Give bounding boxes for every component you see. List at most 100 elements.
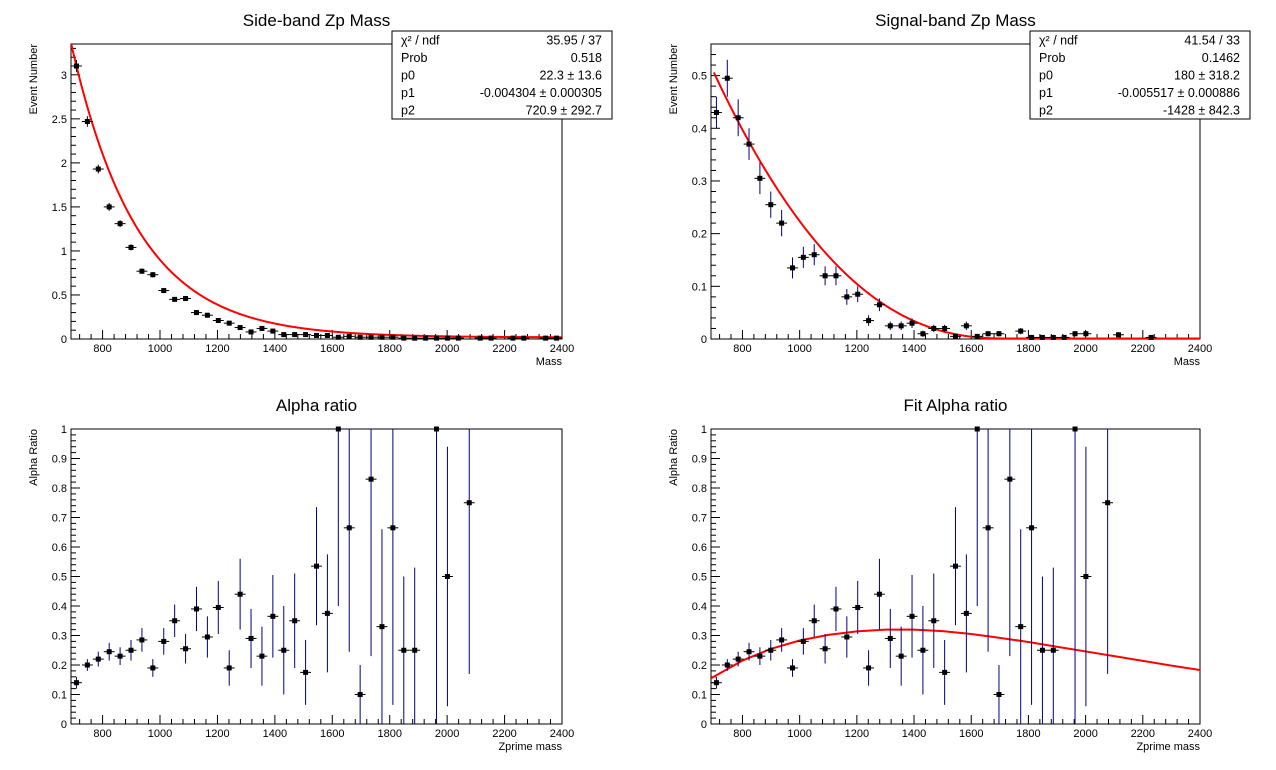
x-tick-label: 1400 [263,343,287,355]
point-marker [314,563,319,569]
data-point [267,328,279,334]
point-marker [876,302,882,308]
stats-label: p0 [401,69,415,83]
chart-panel-1: Side-band Zp Mass 800 1000 1200 1400 1600 1800… [28,11,613,368]
point-marker [150,272,156,278]
point-marker [1105,500,1111,506]
y-tick-label: 0.1 [52,690,67,702]
x-tick-label: 1000 [148,728,172,740]
point-marker [412,335,418,341]
point-marker [117,653,123,659]
point-marker [909,613,915,619]
data-point [409,335,421,341]
stats-value: -1428 ± 842.3 [1163,104,1240,118]
point-marker [779,220,785,226]
point-marker [887,635,893,641]
y-tick-label: 0.1 [692,690,707,702]
data-point [819,634,831,664]
x-tick-label: 1000 [148,343,172,355]
data-point [797,246,809,268]
point-marker [488,335,494,341]
data-point [830,266,842,286]
point-marker [898,323,904,329]
data-point [376,334,388,340]
data-point [245,329,257,335]
y-tick-label: 0.7 [692,513,707,525]
point-marker [953,563,958,569]
point-marker [128,647,134,653]
point-marker [985,525,991,531]
data-point [180,634,192,664]
data-point [808,244,820,266]
data-point [928,324,940,333]
point-marker [909,320,915,326]
point-marker [237,591,243,597]
point-marker [303,332,309,338]
x-tick-label: 800 [93,343,111,355]
y-tick-label: 2.5 [52,114,67,126]
point-marker [172,296,178,302]
data-point [474,335,486,341]
data-point [398,576,410,724]
data-point [191,310,202,316]
point-marker [270,328,276,334]
data-point [92,651,104,667]
data-point [863,650,874,686]
data-point [245,608,257,668]
point-marker [390,525,396,531]
data-point [431,426,442,724]
data-point [895,321,907,331]
point-marker [779,637,785,643]
point-marker [790,265,795,271]
data-point [114,647,126,665]
data-point [884,321,896,331]
point-marker [757,653,763,659]
point-marker [390,334,396,340]
data-point [787,659,798,677]
data-point [431,335,442,341]
data-point [787,257,798,279]
point-marker [985,331,991,337]
data-point [1026,334,1037,340]
x-tick-label: 2000 [435,343,459,355]
point-marker [259,653,265,659]
data-point [1047,567,1059,724]
data-point [387,429,399,705]
point-marker [237,325,243,331]
point-marker [1039,334,1045,340]
data-point [732,651,744,667]
data-point [863,315,874,326]
point-marker [963,323,969,329]
data-point [201,616,213,658]
point-marker [335,334,341,340]
y-tick-label: 0.3 [692,176,707,188]
stats-value: 22.3 ± 13.6 [540,69,603,83]
point-marker [466,500,472,506]
data-point [81,116,93,127]
data-point [993,665,1005,724]
point-marker [444,574,450,579]
point-marker [401,335,407,341]
data-point [125,639,137,661]
stats-label: p1 [1039,86,1053,100]
data-point [158,288,170,294]
data-point [71,676,82,689]
x-tick-label: 1800 [377,728,401,740]
stats-value: 41.54 / 33 [1184,33,1240,47]
stats-label: p2 [1039,104,1053,118]
x-tick-label: 1200 [205,343,229,355]
point-marker [974,333,980,339]
x-tick-label: 1400 [263,728,287,740]
x-tick-label: 1800 [1016,343,1040,355]
y-tick-label: 0.5 [692,572,707,584]
point-marker [444,335,450,341]
y-tick-label: 0.7 [52,513,67,525]
point-marker [139,268,145,274]
data-point [960,554,972,673]
point-marker [554,335,560,341]
point-marker [811,252,817,258]
data-point [441,335,453,341]
x-tick-label: 1800 [1016,728,1040,740]
x-axis-label: Zprime mass [1136,741,1200,753]
x-tick-label: 1600 [320,728,344,740]
